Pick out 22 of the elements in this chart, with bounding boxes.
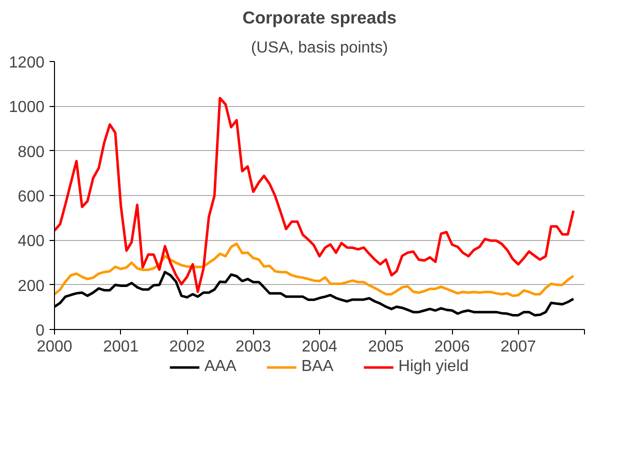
line-series [54,242,575,298]
x-tick-label: 2007 [500,338,536,356]
y-tick-label: 400 [18,233,45,250]
y-tick-label: 600 [18,188,45,206]
y-tick-label: 1200 [8,54,45,72]
legend-label: AAA [204,358,236,376]
x-tick-label: 2000 [36,338,72,356]
line-series [54,96,575,294]
legend-label: BAA [301,358,334,376]
x-tick-label: 2006 [434,338,470,356]
chart-subtitle: (USA, basis points) [251,40,388,56]
x-tick-label: 2003 [236,338,272,356]
legend-label: High yield [398,358,469,376]
x-tick-label: 2002 [169,338,205,356]
chart-title: Corporate spreads [242,8,397,28]
y-tick-label: 200 [18,278,45,295]
x-tick-label: 2004 [302,338,338,356]
x-tick-label: 2001 [103,338,139,356]
y-tick-label: 800 [18,144,45,161]
y-tick-label: 1000 [8,99,45,116]
y-tick-label: 0 [36,322,45,340]
x-tick-label: 2005 [368,338,404,356]
